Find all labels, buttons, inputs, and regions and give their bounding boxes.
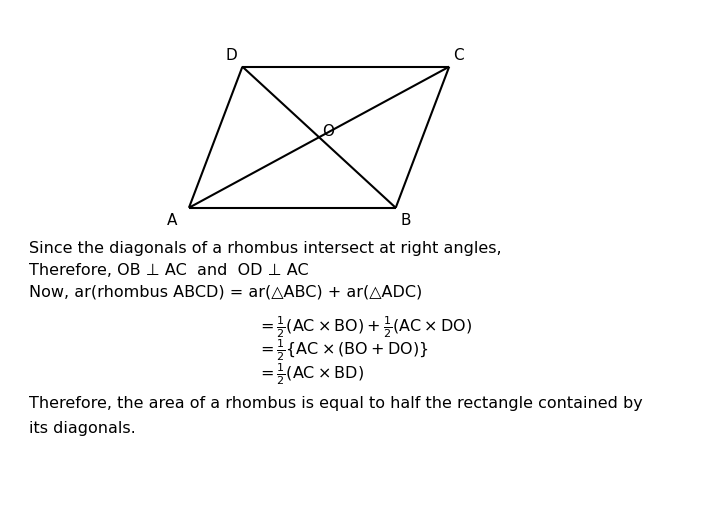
Text: $= \frac{1}{2}(\mathrm{AC \times BD})$: $= \frac{1}{2}(\mathrm{AC \times BD})$ [257,361,364,387]
Text: C: C [453,48,464,63]
Text: Therefore, the area of a rhombus is equal to half the rectangle contained by
its: Therefore, the area of a rhombus is equa… [29,396,642,436]
Text: D: D [226,48,237,63]
Text: $= \frac{1}{2}\{\mathrm{AC \times (BO + DO)}\}$: $= \frac{1}{2}\{\mathrm{AC \times (BO + … [257,338,428,363]
Text: O: O [322,124,334,139]
Text: Since the diagonals of a rhombus intersect at right angles,: Since the diagonals of a rhombus interse… [29,241,501,256]
Text: Therefore, OB ⊥ AC  and  OD ⊥ AC: Therefore, OB ⊥ AC and OD ⊥ AC [29,263,308,278]
Text: A: A [166,213,177,228]
Text: $= \frac{1}{2}(\mathrm{AC \times BO}) + \frac{1}{2}(\mathrm{AC \times DO})$: $= \frac{1}{2}(\mathrm{AC \times BO}) + … [257,314,472,340]
Text: B: B [401,213,411,228]
Text: Now, ar(rhombus ABCD) = ar(△ABC) + ar(△ADC): Now, ar(rhombus ABCD) = ar(△ABC) + ar(△A… [29,284,422,299]
